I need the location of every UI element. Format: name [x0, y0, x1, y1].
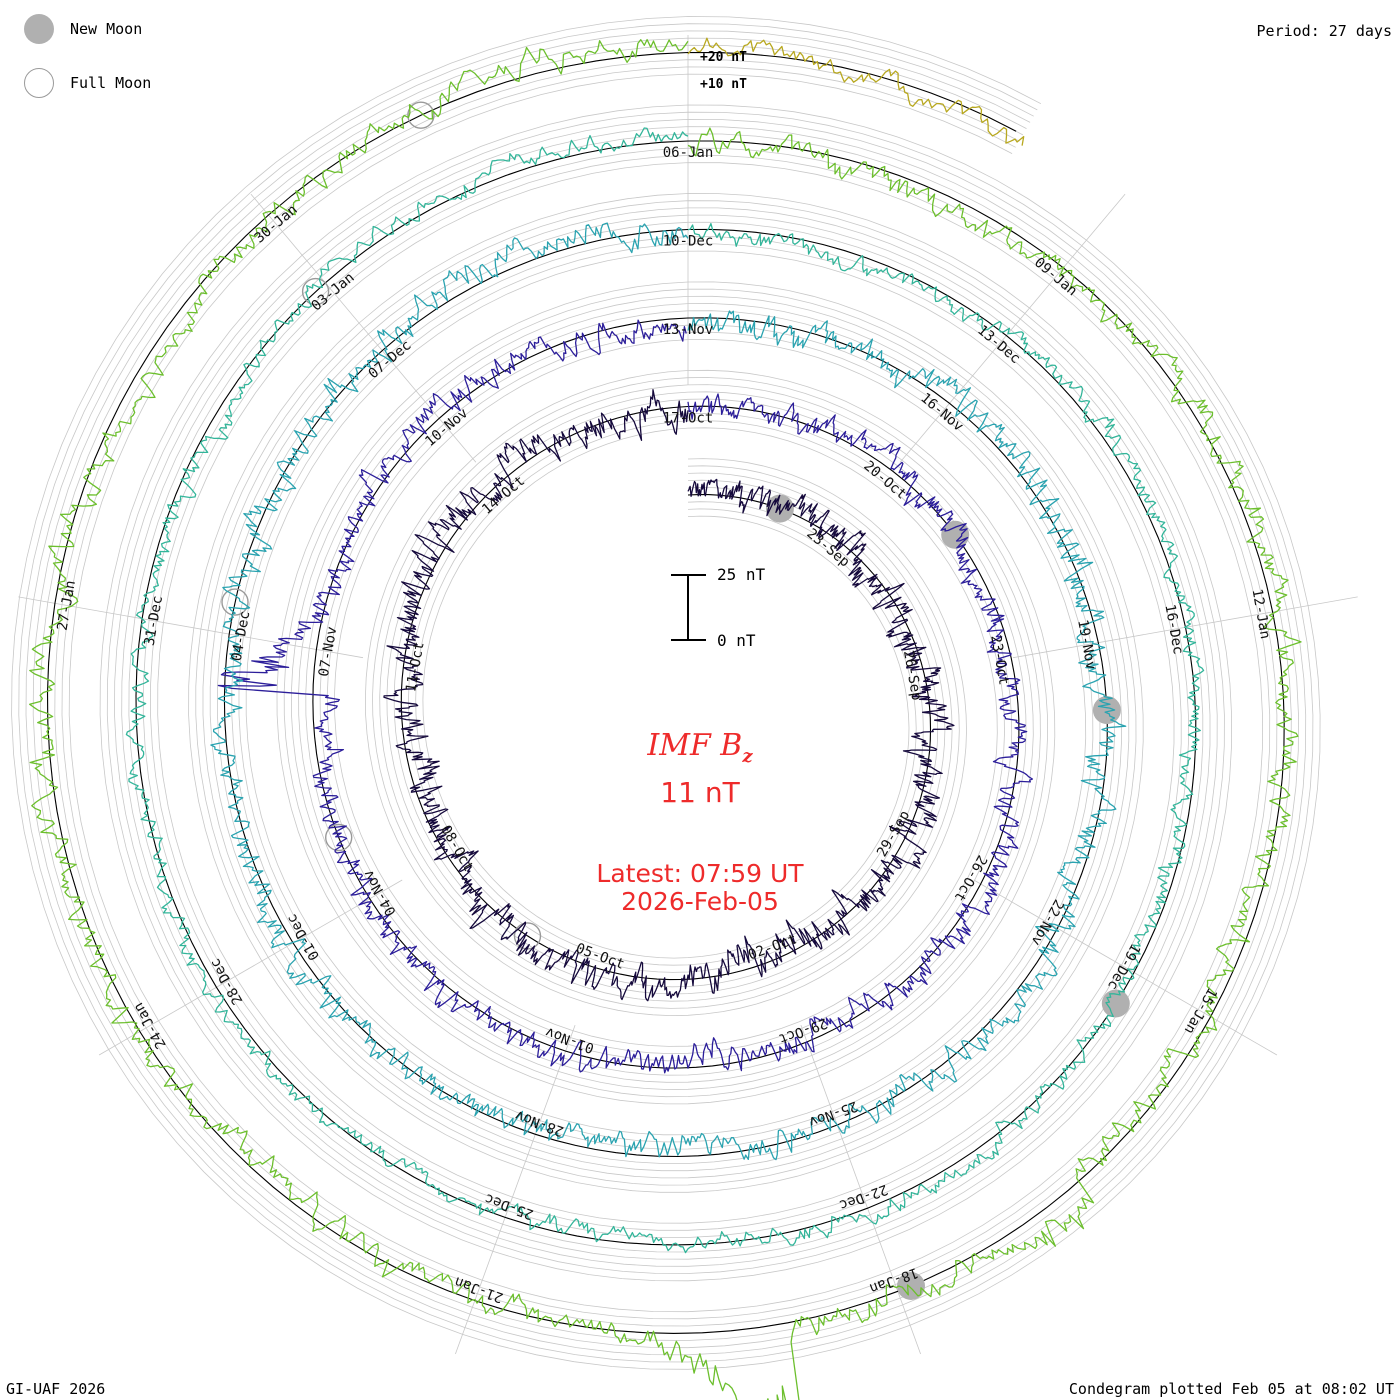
date-label: 02-Oct [746, 931, 799, 963]
ref-plus10-label: +10 nT [700, 77, 747, 92]
grid-spiral [18, 23, 1314, 1363]
grid-spiral [25, 30, 1307, 1356]
full-moon-marker [221, 588, 249, 616]
date-label: 25-Nov [807, 1098, 860, 1130]
full-moon-label: Full Moon [70, 74, 152, 92]
grid-spoke [98, 879, 403, 1056]
data-series-rotation-1 [383, 389, 955, 1002]
date-label: 16-Nov [917, 390, 966, 435]
footer-plot-time: Condegram plotted Feb 05 at 08:02 UT [1068, 1380, 1394, 1398]
data-series-rotation-6 [687, 37, 1025, 146]
grid-spoke [973, 879, 1278, 1056]
latest-time: Latest: 07:59 UT [596, 859, 804, 888]
latest-timestamp: Latest: 07:59 UT 2026-Feb-05 [450, 860, 950, 916]
date-label: 05-Oct [573, 941, 626, 973]
scale-bottom-label: 0 nT [717, 631, 756, 650]
grid-spiral [11, 16, 1321, 1370]
date-label: 06-Jan [663, 145, 714, 161]
imf-value: 11 nT [660, 776, 740, 809]
date-label: 22-Dec [837, 1181, 890, 1213]
imf-title-text: IMF B [647, 728, 743, 763]
reference-labels: +20 nT +10 nT [700, 50, 747, 92]
date-label: 13-Dec [974, 322, 1023, 367]
date-label: 25-Dec [483, 1190, 536, 1222]
date-label: 01-Nov [543, 1024, 596, 1056]
grid-spoke [250, 193, 477, 463]
date-label: 19-Nov [1074, 618, 1099, 671]
new-moon-marker [1101, 989, 1130, 1018]
legend-new-moon: New Moon [24, 12, 142, 46]
latest-date: 2026-Feb-05 [621, 887, 779, 916]
date-label: 29-Oct [776, 1014, 829, 1046]
period-label: Period: 27 days [1256, 22, 1392, 40]
date-label: 26-Sep [900, 649, 925, 702]
date-label: 13-Nov [663, 322, 714, 338]
full-moon-marker [407, 101, 435, 129]
grid-spiral [68, 73, 1263, 1313]
data-series-rotation-2 [217, 319, 1034, 1074]
new-moon-marker [1092, 696, 1121, 725]
ref-plus20-label: +20 nT [700, 50, 747, 65]
new-moon-icon [24, 14, 54, 44]
legend-full-moon: Full Moon [24, 66, 151, 100]
date-label: 10-Dec [663, 234, 714, 250]
zero-baseline [46, 51, 1285, 1334]
grid-spiral [61, 66, 1271, 1320]
scale-top-label: 25 nT [717, 565, 766, 584]
imf-title-sub: z [742, 746, 753, 767]
full-moon-marker [325, 823, 353, 852]
data-series-rotation-3 [210, 222, 1127, 1161]
grid-spiral [32, 37, 1299, 1349]
grid-spoke [800, 1024, 921, 1355]
date-label: 17-Oct [663, 411, 714, 427]
imf-title: IMF Bz [450, 728, 950, 767]
new-moon-marker [897, 1272, 925, 1300]
full-moon-marker [301, 277, 330, 306]
date-label: 07-Nov [316, 625, 341, 678]
data-series-rotation-4 [125, 127, 1205, 1254]
new-moon-label: New Moon [70, 20, 143, 38]
grid-spiral [39, 44, 1292, 1341]
grid-spoke [18, 596, 364, 659]
data-layer [29, 37, 1302, 1400]
grid-layer [11, 16, 1358, 1370]
full-moon-icon [24, 68, 54, 98]
date-label: 28-Nov [513, 1107, 566, 1139]
data-series-rotation-5 [29, 38, 1302, 1400]
date-label: 23-Oct [987, 634, 1012, 687]
scale-bar: 25 nT 0 nT [671, 565, 766, 650]
footer-credit: GI-UAF 2026 [6, 1380, 106, 1398]
grid-spoke [899, 193, 1126, 463]
